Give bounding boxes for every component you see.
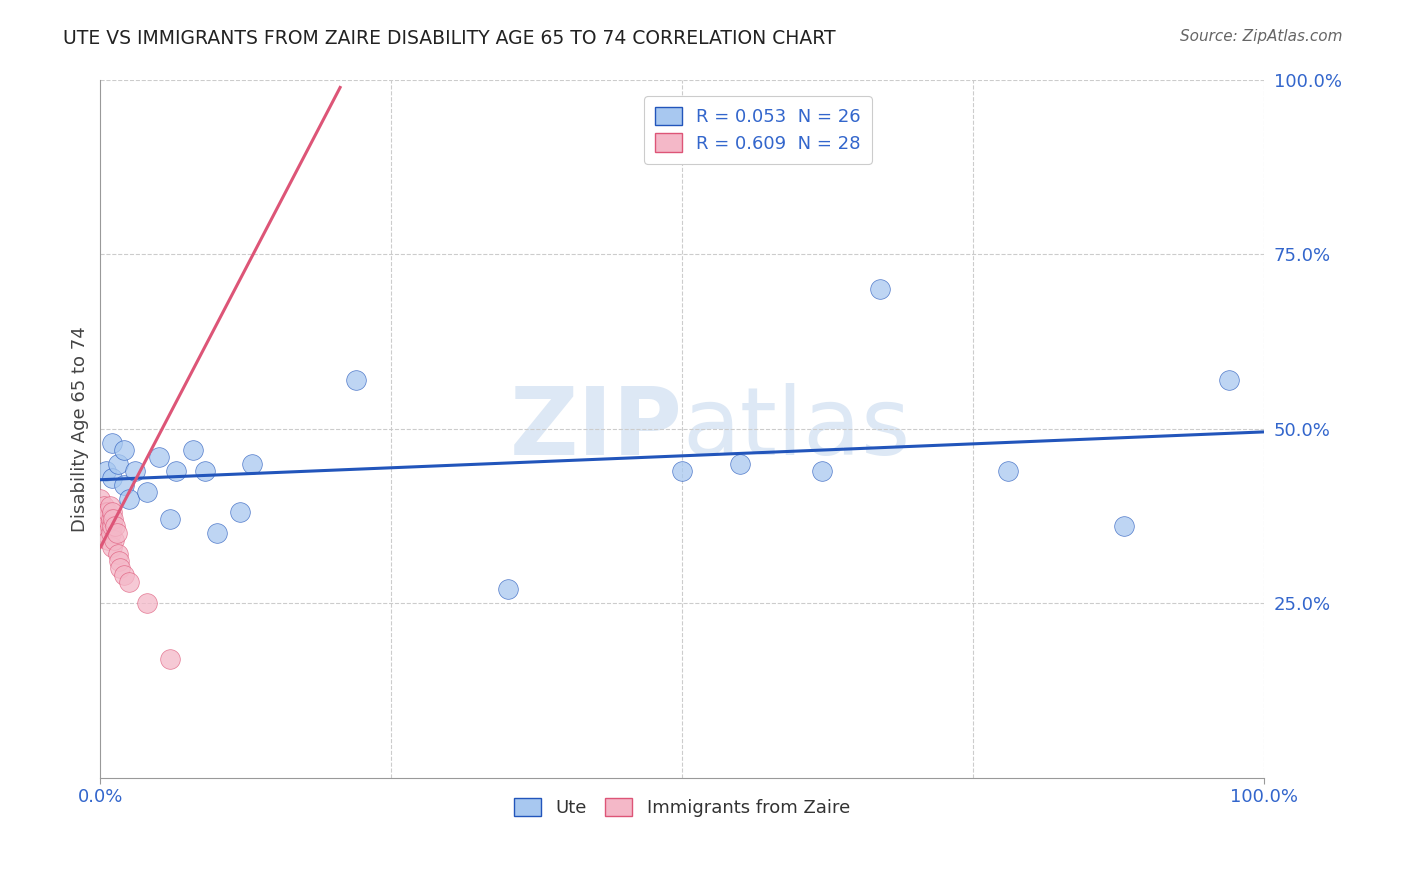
- Point: [101, 519, 124, 533]
- Point: [103, 533, 125, 548]
- Point: [1114, 519, 1136, 533]
- Point: [101, 470, 124, 484]
- Point: [101, 506, 124, 520]
- Point: [205, 526, 228, 541]
- Point: [124, 464, 146, 478]
- Point: [89, 506, 111, 520]
- Point: [96, 506, 118, 520]
- Point: [98, 519, 121, 533]
- Point: [135, 484, 157, 499]
- Point: [118, 491, 141, 506]
- Point: [112, 442, 135, 457]
- Point: [96, 464, 118, 478]
- Point: [96, 512, 118, 526]
- Point: [344, 373, 367, 387]
- Point: [96, 526, 118, 541]
- Point: [94, 519, 117, 533]
- Text: atlas: atlas: [682, 383, 911, 475]
- Text: UTE VS IMMIGRANTS FROM ZAIRE DISABILITY AGE 65 TO 74 CORRELATION CHART: UTE VS IMMIGRANTS FROM ZAIRE DISABILITY …: [63, 29, 837, 47]
- Point: [671, 464, 693, 478]
- Point: [148, 450, 170, 464]
- Point: [101, 541, 124, 555]
- Point: [165, 464, 187, 478]
- Point: [183, 442, 205, 457]
- Point: [869, 282, 891, 296]
- Point: [108, 561, 131, 575]
- Point: [93, 512, 115, 526]
- Point: [97, 506, 120, 520]
- Point: [98, 499, 121, 513]
- Point: [1218, 373, 1240, 387]
- Point: [112, 568, 135, 582]
- Point: [229, 506, 252, 520]
- Point: [118, 575, 141, 590]
- Point: [97, 533, 120, 548]
- Point: [101, 512, 124, 526]
- Legend: Ute, Immigrants from Zaire: Ute, Immigrants from Zaire: [508, 790, 858, 824]
- Point: [108, 554, 131, 568]
- Point: [730, 457, 752, 471]
- Point: [107, 547, 129, 561]
- Point: [107, 457, 129, 471]
- Point: [104, 519, 127, 533]
- Point: [112, 477, 135, 491]
- Text: ZIP: ZIP: [509, 383, 682, 475]
- Point: [240, 457, 263, 471]
- Point: [159, 652, 181, 666]
- Point: [159, 512, 181, 526]
- Point: [101, 435, 124, 450]
- Point: [997, 464, 1019, 478]
- Y-axis label: Disability Age 65 to 74: Disability Age 65 to 74: [72, 326, 89, 532]
- Point: [135, 596, 157, 610]
- Point: [93, 499, 115, 513]
- Point: [100, 512, 122, 526]
- Point: [89, 491, 111, 506]
- Point: [105, 526, 128, 541]
- Text: Source: ZipAtlas.com: Source: ZipAtlas.com: [1180, 29, 1343, 44]
- Point: [811, 464, 834, 478]
- Point: [194, 464, 217, 478]
- Point: [100, 526, 122, 541]
- Point: [496, 582, 519, 597]
